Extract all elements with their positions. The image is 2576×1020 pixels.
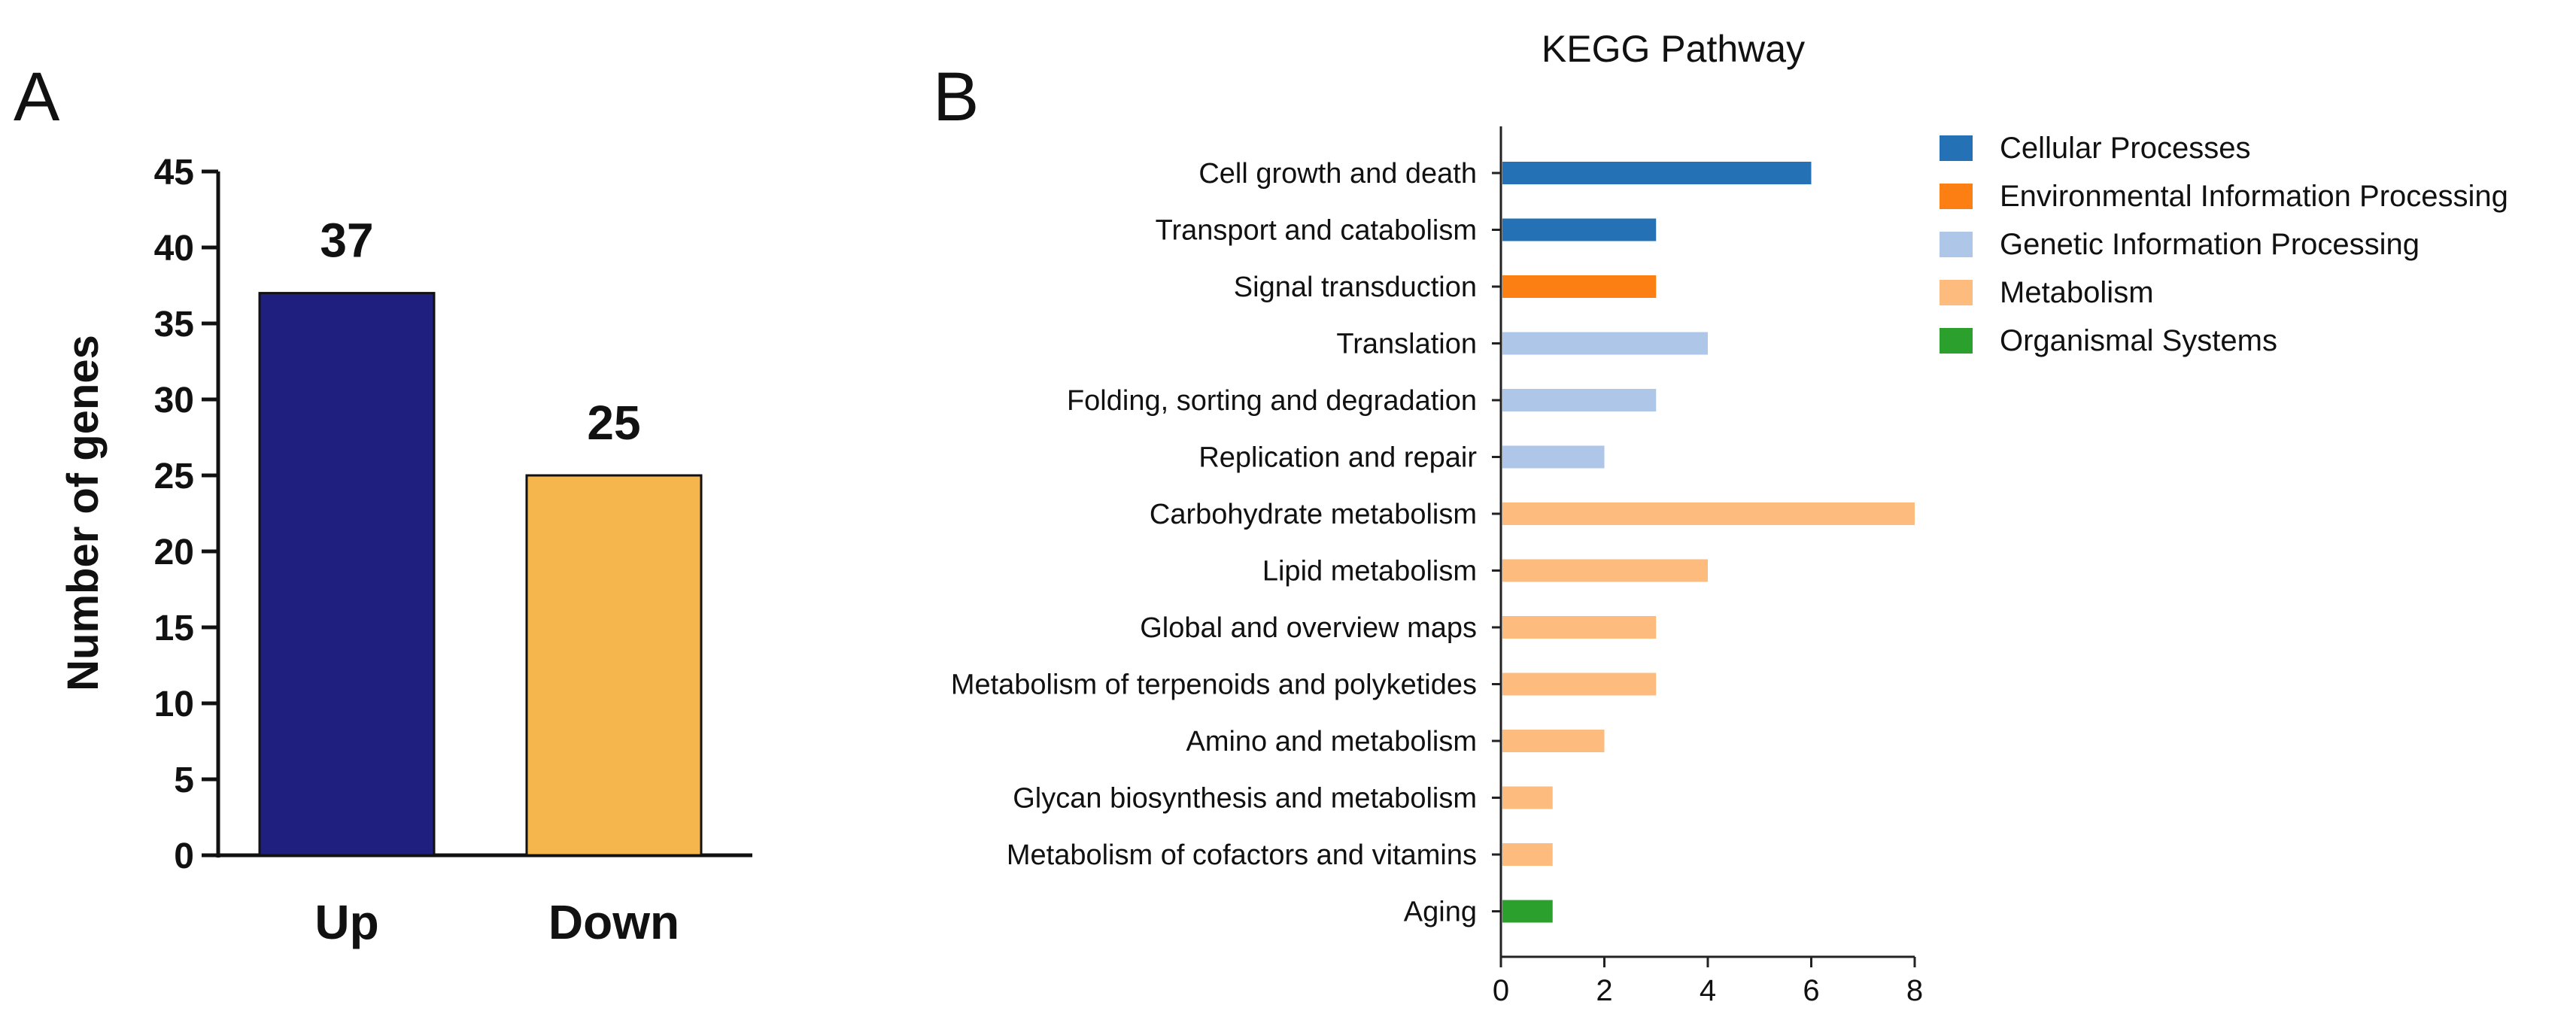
panel-b-bar-carbohydrate-metabolism [1502, 502, 1915, 525]
panel-b-categories: Cell growth and death Transport and catab… [951, 158, 1501, 928]
panel-a-y-tick-label: 15 [154, 609, 194, 648]
panel-b-bar-signal-transduction [1502, 275, 1657, 298]
panel-b-bar-metabolism-of-cofactors-and-vitamins [1502, 843, 1553, 866]
panel-a-y-tick-label: 10 [154, 685, 194, 724]
panel-a-y-tick-label: 45 [154, 153, 194, 193]
panel-a-y-tick-label: 20 [154, 533, 194, 572]
panel-b-bar-transport-and-catabolism [1502, 218, 1657, 241]
panel-a-category-label: Down [548, 895, 679, 949]
panel-b-category-label: Translation [1336, 329, 1477, 360]
legend-swatch-organismal-systems [1940, 328, 1973, 354]
panel-b-x-tick-label: 6 [1803, 974, 1819, 1007]
panel-b-bar-amino-and-metabolism [1502, 730, 1605, 752]
panel-b-x-tick-label: 0 [1493, 974, 1509, 1007]
panel-b-category-label: Signal transduction [1234, 272, 1477, 303]
panel-a-category-label: Up [314, 895, 378, 949]
panel-b-category-label: Global and overview maps [1140, 612, 1477, 644]
panel-b-bar-aging [1502, 900, 1553, 923]
legend-swatch-genetic-information-processing [1940, 232, 1973, 257]
legend-swatch-cellular-processes [1940, 135, 1973, 161]
legend-label-environmental-information-processing: Environmental Information Processing [2000, 180, 2508, 213]
legend-label-cellular-processes: Cellular Processes [2000, 132, 2250, 165]
panel-a-bars: 37 Up 25 Down [258, 214, 703, 949]
panel-b-bar-folding-sorting-and-degradation [1502, 389, 1657, 411]
panel-a-bar-up [258, 292, 436, 857]
panel-b-x-tick-label: 2 [1596, 974, 1612, 1007]
panel-b-category-label: Cell growth and death [1198, 158, 1477, 190]
panel-a-y-tick-label: 30 [154, 381, 194, 420]
panel-a-y-ticks: 0 5 10 15 20 25 30 35 40 45 [154, 153, 218, 876]
panel-b-label: B [933, 59, 979, 135]
panel-b-category-label: Metabolism of cofactors and vitamins [1007, 839, 1477, 871]
legend-swatch-environmental-information-processing [1940, 184, 1973, 209]
panel-a-y-tick-label: 35 [154, 305, 194, 345]
panel-b-title: KEGG Pathway [1542, 28, 1805, 70]
panel-b-x-tick-label: 8 [1906, 974, 1923, 1007]
panel-b-category-label: Folding, sorting and degradation [1067, 385, 1477, 417]
panel-b-category-label: Replication and repair [1198, 442, 1477, 474]
panel-a-y-tick-label: 40 [154, 229, 194, 269]
panel-b-bar-glycan-biosynthesis-and-metabolism [1502, 786, 1553, 809]
panel-a-bar-chart: 0 5 10 15 20 25 30 35 40 45 37 Up 25 Down Number of … [59, 153, 752, 949]
panel-b-category-label: Glycan biosynthesis and metabolism [1013, 783, 1477, 815]
panel-a-y-tick-label: 25 [154, 457, 194, 496]
panel-b-bars [1502, 162, 1915, 923]
panel-b-bar-global-and-overview-maps [1502, 616, 1657, 639]
panel-b-legend: Cellular Processes Environmental Informat… [1940, 132, 2508, 357]
panel-a-bar-value-label: 37 [320, 214, 373, 268]
legend-label-organismal-systems: Organismal Systems [2000, 324, 2277, 357]
panel-a-y-tick-label: 5 [174, 760, 194, 800]
panel-b-category-label: Carbohydrate metabolism [1150, 499, 1477, 530]
panel-b-category-label: Amino and metabolism [1186, 726, 1477, 757]
panel-b-category-label: Metabolism of terpenoids and polyketides [951, 669, 1477, 701]
panel-b-category-label: Aging [1404, 897, 1477, 928]
panel-a-y-tick-label: 0 [174, 836, 194, 876]
panel-a-bar-down [525, 474, 703, 857]
panel-b-bar-metabolism-of-terpenoids-and-polyketides [1502, 672, 1657, 696]
panel-b-category-label: Lipid metabolism [1262, 556, 1477, 587]
legend-label-genetic-information-processing: Genetic Information Processing [2000, 228, 2420, 261]
legend-label-metabolism: Metabolism [2000, 276, 2154, 309]
panel-b-bar-lipid-metabolism [1502, 559, 1708, 582]
panel-b-x-tick-label: 4 [1700, 974, 1716, 1007]
panel-a-bar-value-label: 25 [587, 396, 640, 450]
legend-swatch-metabolism [1940, 280, 1973, 305]
panel-b-x-ticks: 0 2 4 6 8 [1493, 957, 1923, 1007]
panel-a-y-axis-label: Number of genes [59, 335, 108, 691]
panel-b-bar-cell-growth-and-death [1502, 162, 1812, 184]
panel-b-category-label: Transport and catabolism [1156, 215, 1477, 247]
panel-a-label: A [14, 59, 60, 135]
panel-b-bar-translation [1502, 332, 1708, 355]
panel-b-kegg-chart: KEGG Pathway Cell growth and death Transp… [951, 28, 2508, 1007]
panel-b-bar-replication-and-repair [1502, 445, 1605, 469]
